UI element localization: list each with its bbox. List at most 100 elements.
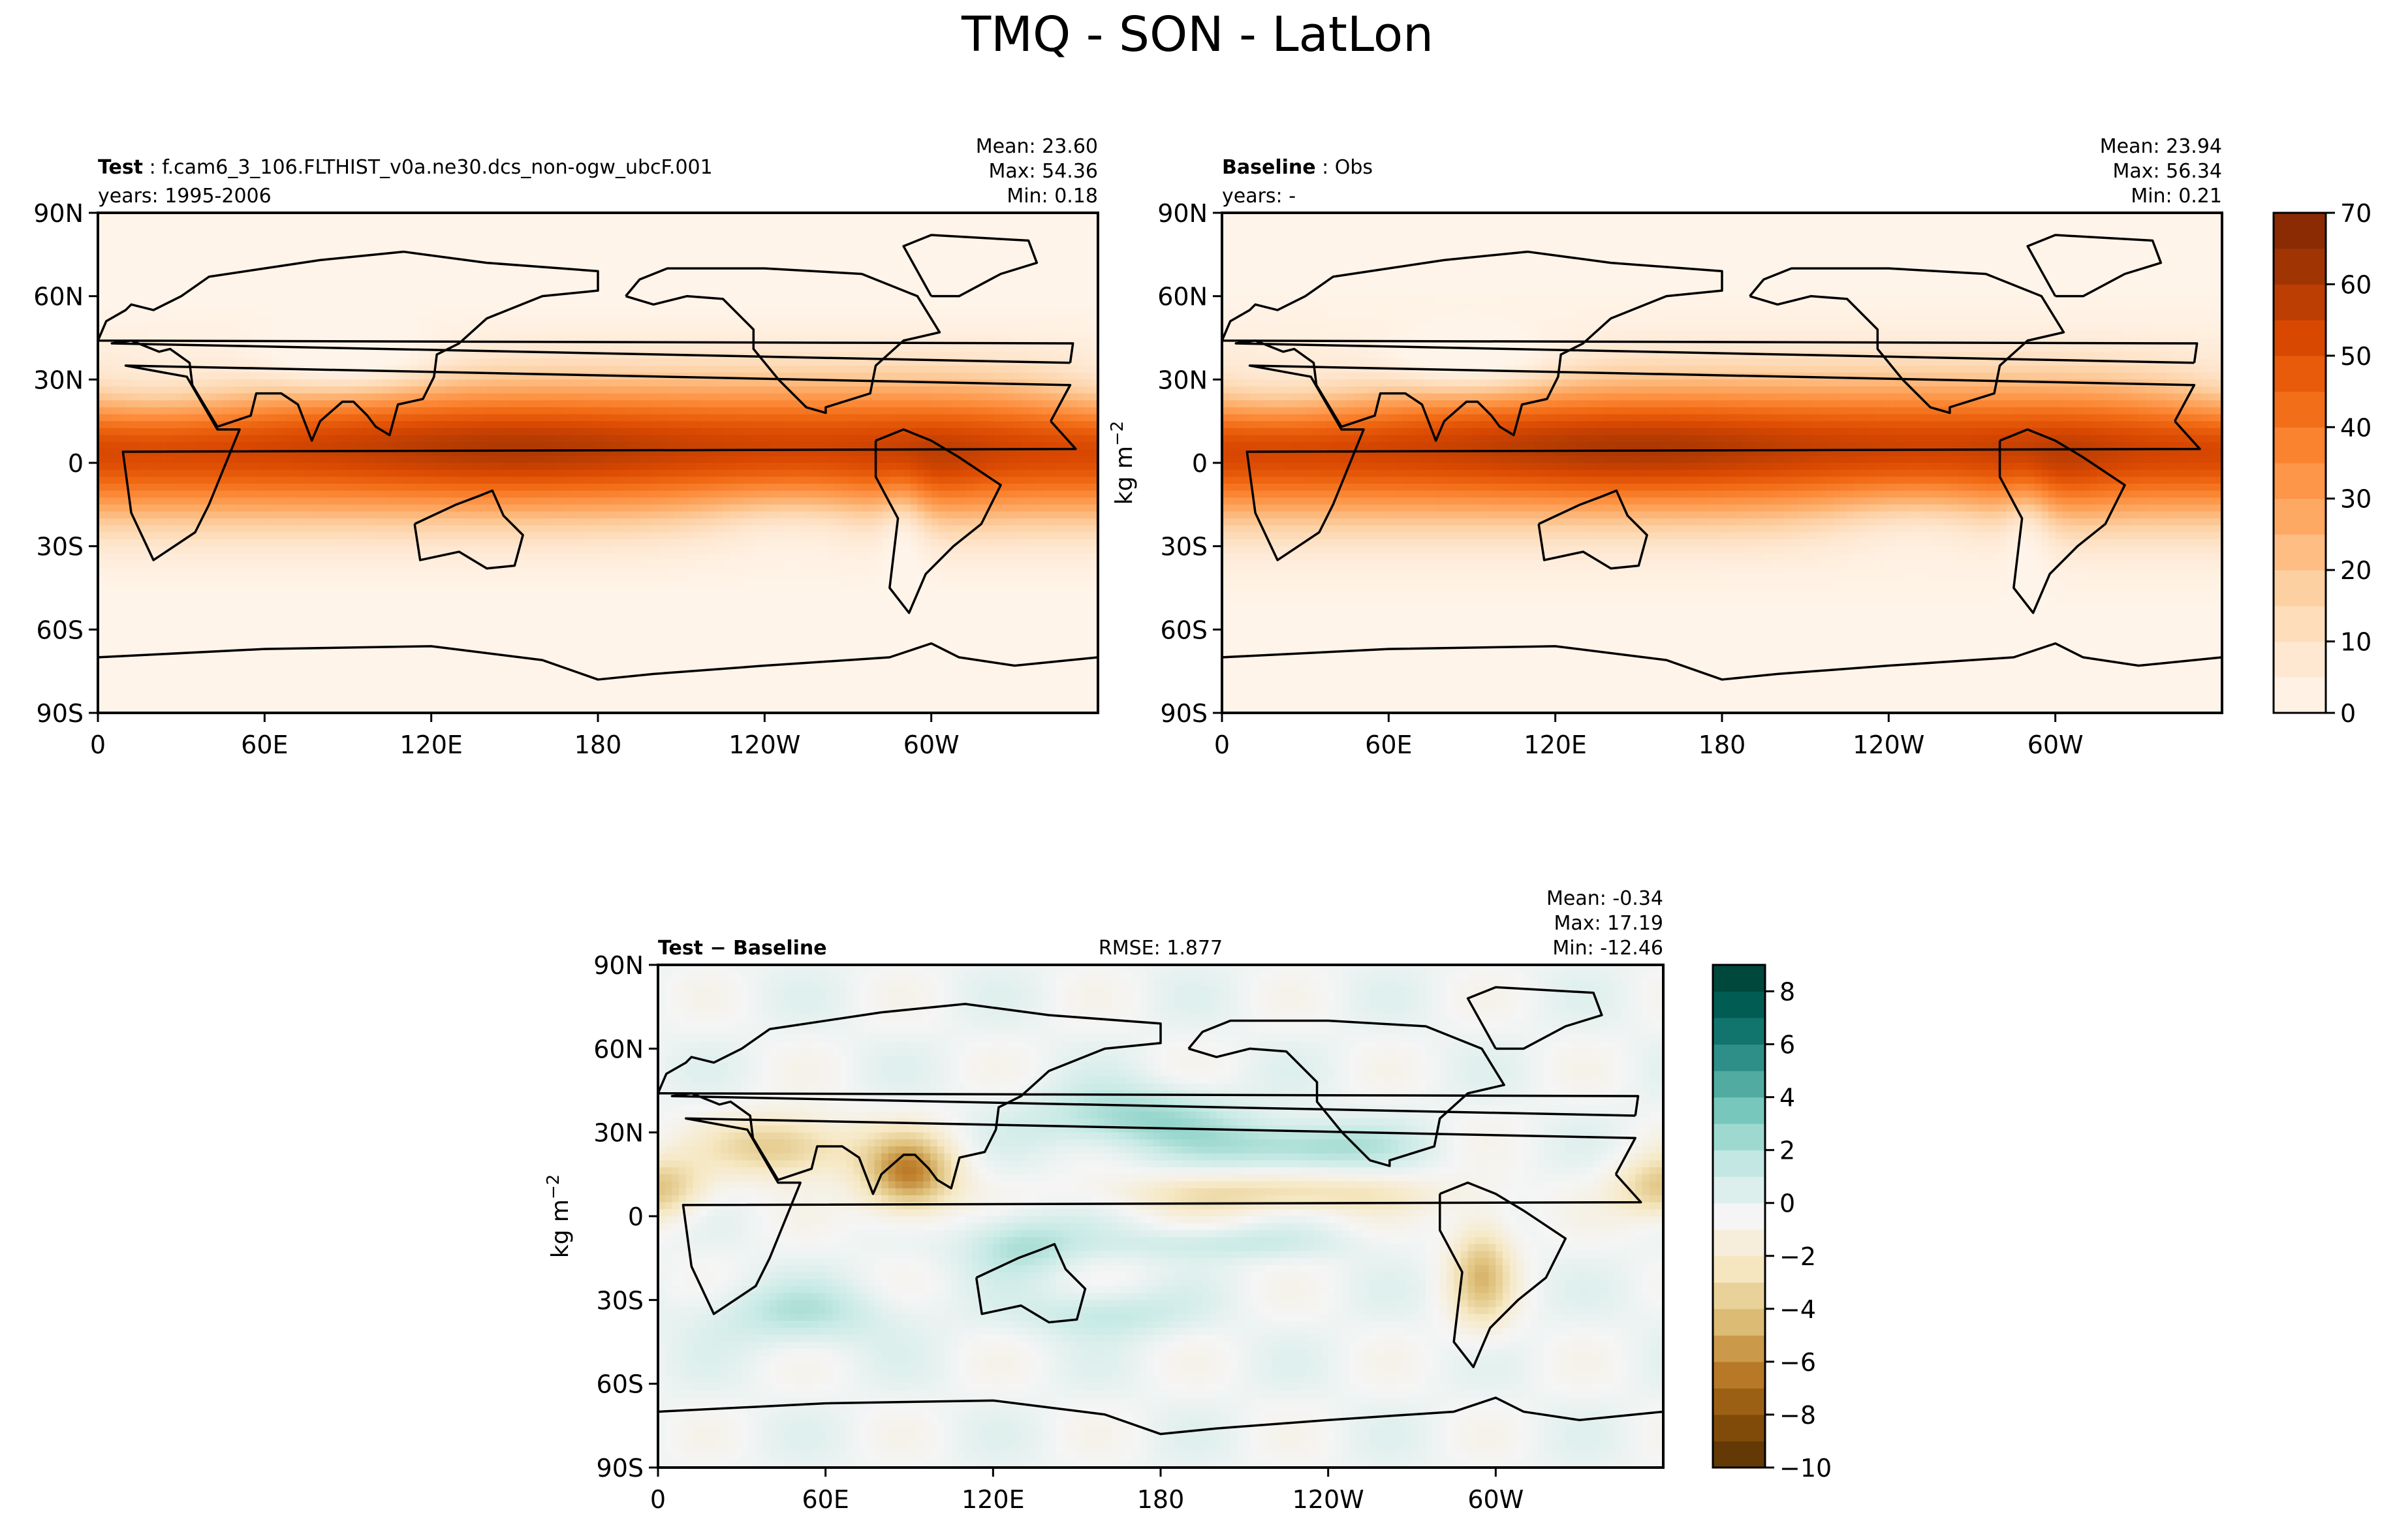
test-stat-mean: Mean: 23.60 — [976, 135, 1098, 158]
test-xtick-label: 120E — [399, 731, 463, 759]
diff-colorbar-segment — [1713, 1176, 1765, 1203]
diff-colorbar-segment — [1713, 1071, 1765, 1097]
top-colorbar-segment — [2274, 606, 2326, 642]
test-ytick-label: 90S — [37, 699, 84, 728]
diff-rmse: RMSE: 1.877 — [1099, 937, 1223, 960]
baseline-ytick-label: 90N — [1157, 199, 1208, 228]
baseline-ytick-label: 30S — [1161, 533, 1208, 561]
baseline-xtick-label: 120E — [1524, 731, 1587, 759]
diff-ytick-label: 60S — [597, 1370, 644, 1399]
baseline-ytick-label: 60N — [1157, 283, 1208, 311]
baseline-ytick-label: 30N — [1157, 366, 1208, 394]
top-colorbar-tick-label: 70 — [2340, 199, 2372, 228]
diff-colorbar-tick-label: −10 — [1779, 1454, 1832, 1483]
diff-ylabel: kg m−2 — [544, 1174, 574, 1259]
figure-title: TMQ - SON - LatLon — [0, 7, 2395, 63]
diff-colorbar-tick-label: 0 — [1779, 1189, 1795, 1218]
baseline-stat-mean: Mean: 23.94 — [2100, 135, 2222, 158]
diff-header: Test − Baseline RMSE: 1.877 Min: -12.46Max… — [658, 887, 1663, 960]
top-colorbar-tick-label: 50 — [2340, 342, 2372, 371]
diff-colorbar-segment — [1713, 1203, 1765, 1230]
diff-xtick-label: 120E — [962, 1485, 1025, 1514]
test-ytick-label: 60S — [37, 616, 84, 644]
baseline-xtick-label: 60E — [1365, 731, 1412, 759]
diff-ytick-label: 90N — [593, 951, 644, 980]
top-colorbar-segment — [2274, 284, 2326, 320]
diff-colorbar-tick-label: −2 — [1779, 1242, 1816, 1271]
top-colorbar-tick-label: 20 — [2340, 556, 2372, 585]
top-colorbar-segment — [2274, 534, 2326, 570]
diff-xtick-label: 60W — [1467, 1485, 1524, 1514]
test-years: years: 1995-2006 — [98, 185, 272, 208]
diff-ytick-label: 30S — [597, 1286, 644, 1315]
baseline-xtick-label: 60W — [2027, 731, 2084, 759]
test-xtick-label: 60E — [241, 731, 288, 759]
diff-colorbar-tick-label: −8 — [1779, 1401, 1816, 1430]
diff-colorbar-segment — [1713, 965, 1765, 992]
test-title: Test : f.cam6_3_106.FLTHIST_v0a.ne30.dcs… — [98, 156, 713, 179]
top-colorbar-segment — [2274, 213, 2326, 249]
baseline-xtick-label: 120W — [1853, 731, 1924, 759]
diff-colorbar-tick-label: −6 — [1779, 1348, 1816, 1377]
top-colorbar-tick-label: 0 — [2340, 699, 2356, 728]
test-xtick-label: 0 — [90, 731, 106, 759]
top-colorbar-segment — [2274, 499, 2326, 535]
diff-xtick-label: 120W — [1292, 1485, 1364, 1514]
test-stat-min: Min: 0.18 — [1007, 185, 1098, 208]
diff-ytick-label: 60N — [593, 1035, 644, 1063]
test-ytick-label: 0 — [68, 449, 84, 478]
diff-colorbar-segment — [1713, 1229, 1765, 1256]
top-colorbar-segment — [2274, 427, 2326, 463]
top-colorbar-segment — [2274, 249, 2326, 285]
diff-xtick-label: 180 — [1137, 1485, 1185, 1514]
test-xtick-label: 60W — [903, 731, 960, 759]
baseline-xtick-label: 0 — [1214, 731, 1230, 759]
top-colorbar-segment — [2274, 463, 2326, 499]
top-colorbar-tick-label: 30 — [2340, 485, 2372, 514]
diff-title: Test − Baseline — [658, 937, 827, 960]
test-ytick-label: 30S — [37, 533, 84, 561]
diff-colorbar-segment — [1713, 1415, 1765, 1441]
top-colorbar-segment — [2274, 570, 2326, 606]
diff-colorbar-segment — [1713, 1309, 1765, 1336]
diff-colorbar-segment — [1713, 1256, 1765, 1283]
diff-colorbar-segment — [1713, 1097, 1765, 1124]
diff-ytick-label: 30N — [593, 1119, 644, 1148]
top-colorbar-segment — [2274, 642, 2326, 678]
baseline-ytick-label: 90S — [1161, 699, 1208, 728]
diff-colorbar-segment — [1713, 1362, 1765, 1389]
test-xtick-label: 120W — [728, 731, 800, 759]
diff-colorbar-segment — [1713, 992, 1765, 1018]
diff-colorbar-tick-label: 6 — [1779, 1031, 1795, 1060]
test-ytick-label: 60N — [33, 283, 84, 311]
diff-colorbar-tick-label: −4 — [1779, 1295, 1816, 1324]
top-colorbar-tick-label: 10 — [2340, 628, 2372, 657]
test-stat-max: Max: 54.36 — [988, 160, 1098, 183]
diff-colorbar-segment — [1713, 1441, 1765, 1468]
top-colorbar-segment — [2274, 356, 2326, 392]
test-xtick-label: 180 — [574, 731, 622, 759]
top-colorbar-segment — [2274, 392, 2326, 428]
top-colorbar-tick-label: 60 — [2340, 270, 2372, 299]
diff-stat-min: Min: -12.46 — [1552, 937, 1663, 960]
baseline-xtick-label: 180 — [1698, 731, 1746, 759]
diff-xtick-label: 60E — [802, 1485, 849, 1514]
baseline-ylabel: kg m−2 — [1108, 421, 1138, 505]
top-colorbar-segment — [2274, 677, 2326, 713]
diff-colorbar-segment — [1713, 1018, 1765, 1045]
diff-stat-max: Max: 17.19 — [1554, 912, 1663, 935]
diff-colorbar-tick-label: 8 — [1779, 978, 1795, 1007]
baseline-ytick-label: 0 — [1192, 449, 1208, 478]
baseline-stat-min: Min: 0.21 — [2131, 185, 2222, 208]
diff-ytick-label: 0 — [628, 1202, 644, 1231]
diff-colorbar-segment — [1713, 1335, 1765, 1362]
test-ytick-label: 90N — [33, 199, 84, 228]
diff-xtick-label: 0 — [650, 1485, 666, 1514]
diff-colorbar-segment — [1713, 1124, 1765, 1150]
baseline-title: Baseline : Obs — [1222, 156, 1373, 179]
